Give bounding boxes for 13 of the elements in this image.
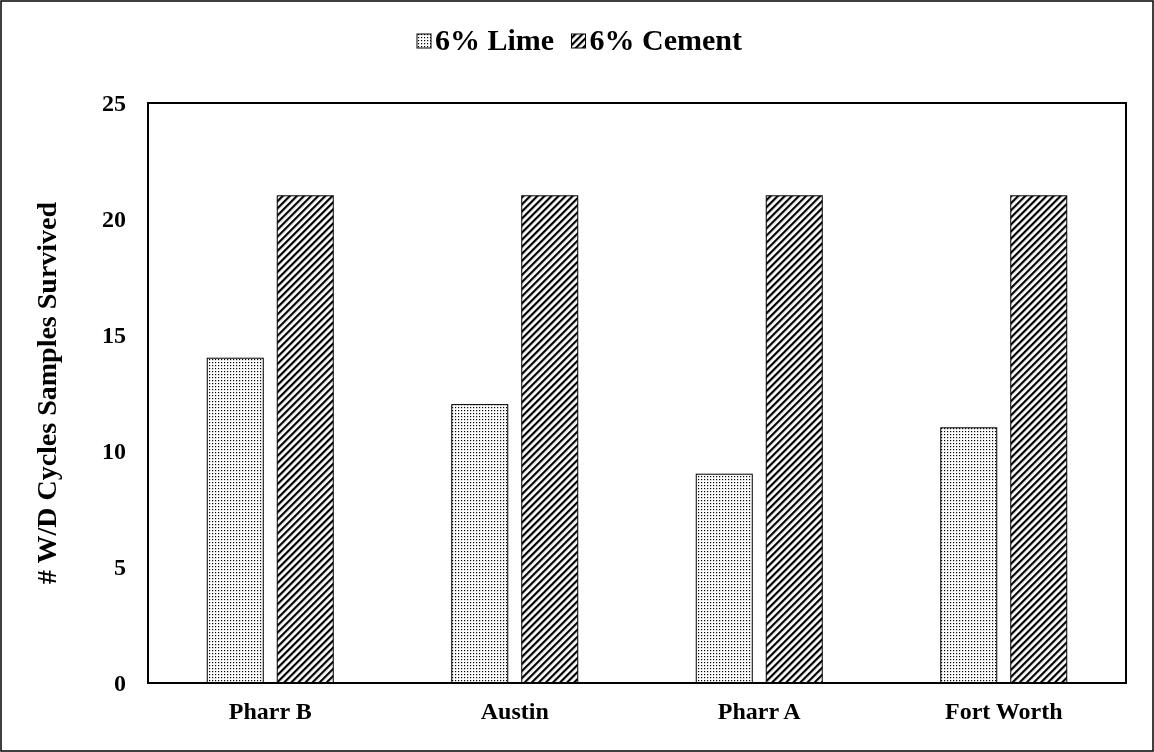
x-tick-label: Pharr B — [228, 698, 312, 724]
y-tick-label: 25 — [102, 90, 126, 117]
y-tick-label: 5 — [114, 554, 126, 581]
legend-label: 6% Lime — [435, 23, 555, 56]
y-axis-title: # W/D Cycles Samples Survived — [31, 201, 62, 585]
y-tick-label: 20 — [102, 206, 126, 233]
y-tick-label: 15 — [102, 322, 126, 349]
y-tick-label: 0 — [114, 670, 126, 697]
y-tick-label: 10 — [102, 438, 126, 465]
legend-label: 6% Cement — [589, 23, 742, 56]
x-tick-label: Pharr A — [717, 698, 802, 724]
x-tick-label: Austin — [480, 698, 549, 724]
x-tick-label: Fort Worth — [944, 698, 1063, 724]
